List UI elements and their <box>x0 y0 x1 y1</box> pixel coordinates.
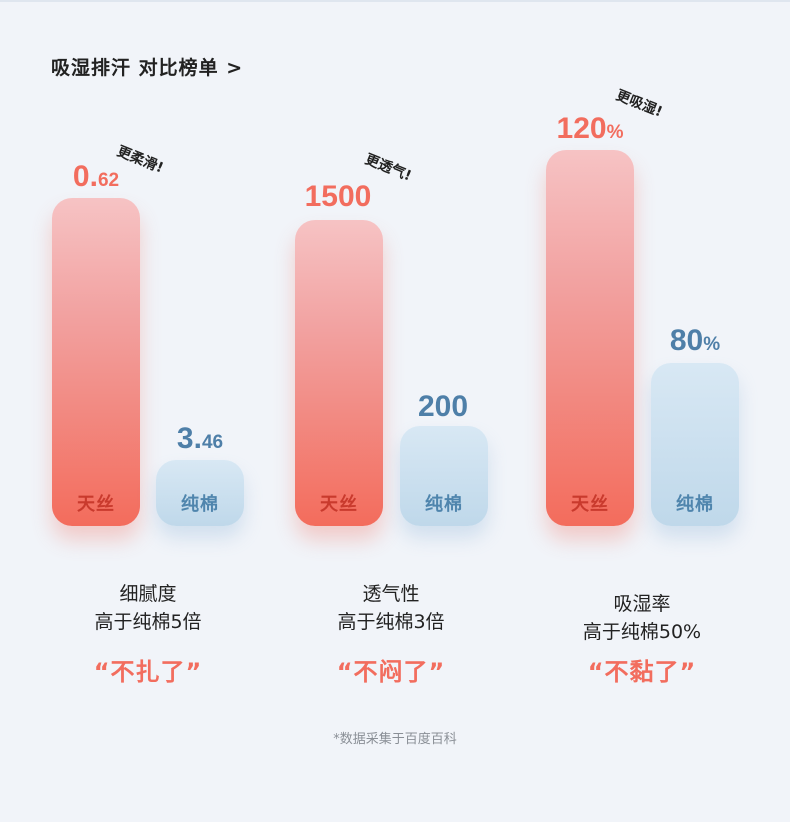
metric-description: 透气性 高于纯棉3倍 <box>337 583 445 633</box>
bar-label-tencel: 天丝 <box>77 494 115 515</box>
bar-tencel: 天丝 <box>52 198 140 526</box>
chart-group-smoothness: 更柔滑! 0.62 天丝 3.46 纯棉 细腻度 高于纯棉5倍 “不扎了” <box>0 0 250 822</box>
metric-description: 细腻度 高于纯棉5倍 <box>94 583 202 633</box>
value-label-cotton: 200 <box>417 390 469 423</box>
value-label-cotton: 3.46 <box>176 422 224 455</box>
page-title[interactable]: 吸湿排汗 对比榜单 > <box>51 57 244 79</box>
value-label-cotton: 80% <box>669 324 721 357</box>
bar-tencel: 天丝 <box>546 150 634 526</box>
chart-group-breathability: 更透气! 1500 天丝 200 纯棉 透气性 高于纯棉3倍 “不闷了” <box>0 0 488 822</box>
footnote: *数据采集于百度百科 <box>333 732 457 747</box>
chart-group-absorbency: 更吸湿! 120% 天丝 80% 纯棉 吸湿率 高于纯棉50% “不黏了” <box>0 0 739 822</box>
bar-label-tencel: 天丝 <box>571 494 609 515</box>
bar-label-tencel: 天丝 <box>320 494 358 515</box>
quote-text: “不闷了” <box>336 658 446 686</box>
metric-description: 吸湿率 高于纯棉50% <box>582 593 702 643</box>
value-label-tencel: 1500 <box>304 180 372 213</box>
value-label-tencel: 0.62 <box>72 160 120 193</box>
quote-text: “不扎了” <box>93 658 203 686</box>
bar-label-cotton: 纯棉 <box>425 494 463 515</box>
bar-cotton: 纯棉 <box>651 363 739 526</box>
quote-text: “不黏了” <box>587 658 697 686</box>
top-divider <box>0 0 790 2</box>
bar-label-cotton: 纯棉 <box>181 494 219 515</box>
bar-cotton: 纯棉 <box>156 460 244 526</box>
value-label-tencel: 120% <box>556 112 624 145</box>
bar-tencel: 天丝 <box>295 220 383 526</box>
bar-label-cotton: 纯棉 <box>676 494 714 515</box>
bar-cotton: 纯棉 <box>400 426 488 526</box>
